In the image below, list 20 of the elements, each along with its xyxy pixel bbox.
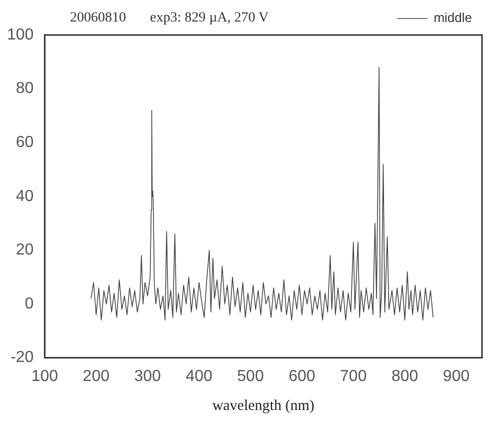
x-tick-label: 200 bbox=[82, 368, 110, 385]
x-tick-label: 300 bbox=[134, 368, 162, 385]
x-tick-label: 500 bbox=[237, 368, 264, 385]
x-tick-label: 800 bbox=[391, 368, 418, 385]
x-tick-label: 100 bbox=[31, 368, 58, 385]
x-tick-label: 900 bbox=[442, 368, 470, 385]
x-tick-label: 700 bbox=[340, 368, 367, 385]
y-tick-label: -20 bbox=[10, 349, 34, 366]
y-tick-label: 60 bbox=[16, 134, 34, 152]
y-tick-label: 0 bbox=[24, 295, 34, 312]
x-tick-label: 600 bbox=[288, 368, 316, 385]
text: exp3: 829 µA, 270 V bbox=[150, 10, 269, 26]
y-tick-label: 20 bbox=[16, 242, 34, 259]
x-axis-title: wavelength (nm) bbox=[212, 398, 314, 414]
y-tick-label: 100 bbox=[6, 26, 34, 44]
x-tick-label: 400 bbox=[186, 368, 212, 385]
y-tick-label: 40 bbox=[16, 188, 34, 205]
text: 20060810 bbox=[70, 10, 126, 26]
y-tick-label: 80 bbox=[16, 80, 34, 98]
legend-label: middle bbox=[434, 10, 472, 26]
